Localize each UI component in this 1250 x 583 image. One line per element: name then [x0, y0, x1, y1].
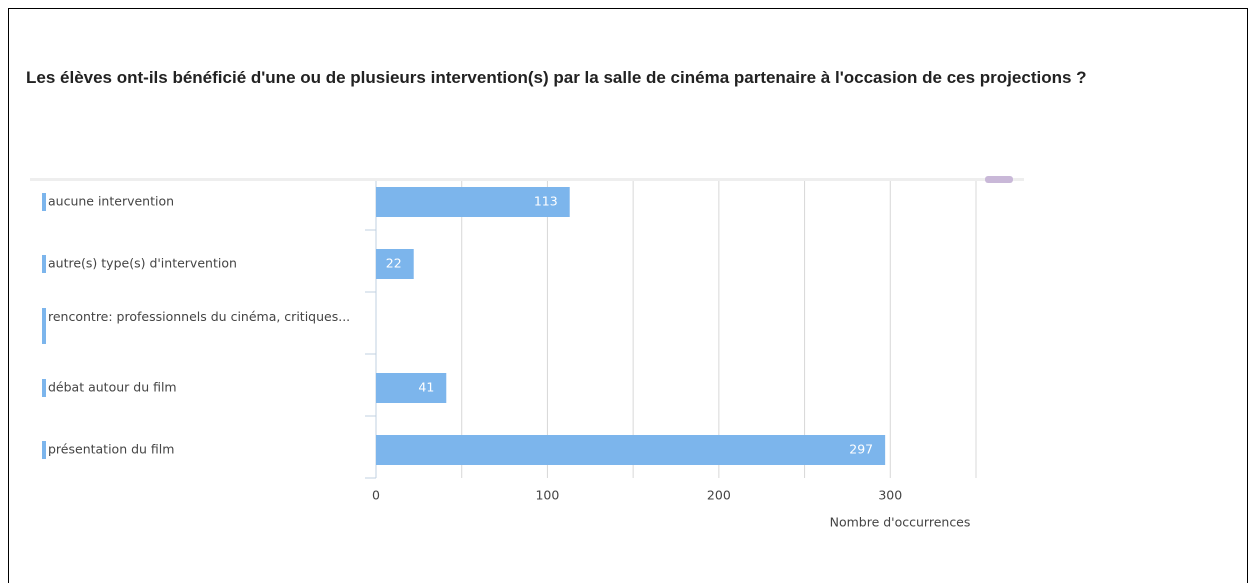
x-tick-label: 100 [535, 488, 559, 503]
data-label: 113 [534, 194, 558, 209]
menu-button[interactable] [985, 176, 1013, 183]
category-marker [42, 441, 46, 459]
category-label: débat autour du film [48, 380, 177, 395]
category-label: rencontre: professionnels du cinéma, cri… [48, 309, 350, 324]
category-marker [42, 255, 46, 273]
data-label: 22 [386, 256, 402, 271]
bar [376, 187, 570, 217]
category-marker [42, 379, 46, 397]
x-tick-label: 300 [878, 488, 902, 503]
bar [376, 249, 414, 279]
category-label: aucune intervention [48, 194, 174, 209]
bar [376, 435, 886, 465]
chart-top-shadow [30, 178, 1024, 181]
chart: 0 100 200 300 Nombre d'occurrences aucune int… [30, 176, 1024, 530]
data-label: 41 [418, 380, 434, 395]
category-label: autre(s) type(s) d'intervention [48, 256, 237, 271]
category-label: présentation du film [48, 442, 174, 457]
data-label: 297 [849, 442, 873, 457]
category-marker [42, 193, 46, 211]
category-marker [42, 308, 46, 344]
question-title: Les élèves ont-ils bénéficié d'une ou de… [26, 68, 1087, 87]
x-tick-label: 0 [372, 488, 380, 503]
bar [376, 373, 447, 403]
frame [8, 8, 1248, 583]
x-axis-label: Nombre d'occurrences [830, 515, 971, 530]
x-tick-label: 200 [707, 488, 731, 503]
